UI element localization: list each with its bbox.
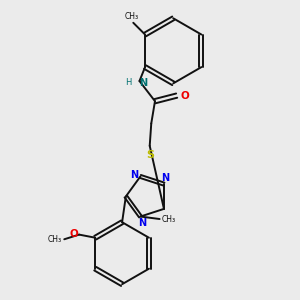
Text: N: N [140,78,148,88]
Text: CH₃: CH₃ [125,12,139,21]
Text: N: N [130,169,138,180]
Text: N: N [161,173,169,183]
Text: CH₃: CH₃ [48,236,62,244]
Text: CH₃: CH₃ [162,214,176,224]
Text: O: O [180,91,189,100]
Text: H: H [125,78,132,87]
Text: N: N [138,218,146,228]
Text: O: O [70,229,79,239]
Text: S: S [147,151,154,160]
